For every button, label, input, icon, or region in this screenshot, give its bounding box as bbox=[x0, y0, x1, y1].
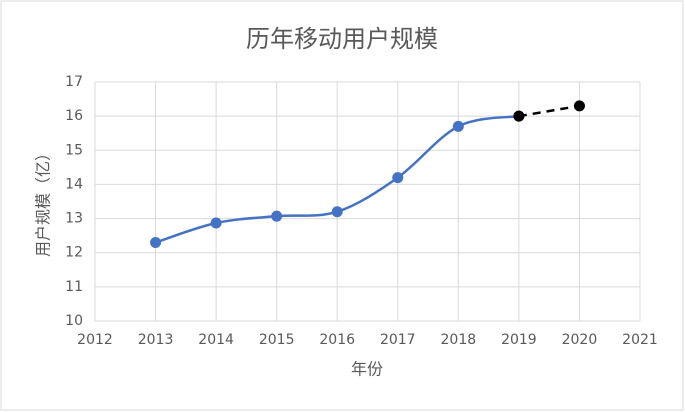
x-tick-label: 2021 bbox=[622, 332, 658, 348]
y-tick-label: 10 bbox=[65, 313, 83, 329]
data-point bbox=[271, 210, 283, 222]
data-point bbox=[210, 217, 222, 229]
chart-title: 历年移动用户规模 bbox=[246, 25, 438, 53]
y-tick-label: 15 bbox=[65, 142, 83, 158]
y-tick-label: 16 bbox=[65, 108, 83, 124]
x-tick-label: 2016 bbox=[319, 332, 355, 348]
y-tick-label: 11 bbox=[65, 279, 83, 295]
data-point bbox=[452, 120, 464, 132]
y-tick-label: 13 bbox=[65, 211, 83, 227]
y-tick-label: 14 bbox=[65, 176, 83, 192]
data-point bbox=[392, 172, 404, 184]
x-axis-title: 年份 bbox=[351, 360, 383, 379]
data-point bbox=[150, 236, 162, 248]
y-tick-label: 17 bbox=[65, 74, 83, 90]
x-tick-label: 2012 bbox=[77, 332, 113, 348]
data-point bbox=[573, 100, 585, 112]
x-tick-label: 2020 bbox=[562, 332, 598, 348]
x-tick-label: 2018 bbox=[441, 332, 477, 348]
x-tick-label: 2013 bbox=[138, 332, 174, 348]
y-tick-label: 12 bbox=[65, 245, 83, 261]
x-tick-label: 2017 bbox=[380, 332, 416, 348]
y-axis-title: 用户规模（亿） bbox=[34, 145, 53, 257]
x-tick-label: 2015 bbox=[259, 332, 295, 348]
data-point bbox=[331, 206, 343, 218]
series-line bbox=[518, 104, 580, 118]
data-point bbox=[513, 110, 525, 122]
x-tick-label: 2014 bbox=[198, 332, 234, 348]
x-tick-label: 2019 bbox=[501, 332, 537, 348]
